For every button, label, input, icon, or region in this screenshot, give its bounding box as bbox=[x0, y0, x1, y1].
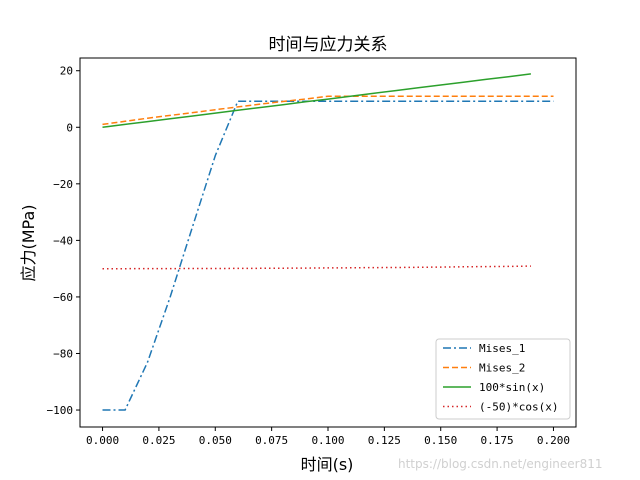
x-tick-label: 0.075 bbox=[255, 434, 288, 447]
x-tick-label: 0.150 bbox=[424, 434, 457, 447]
x-tick-label: 0.025 bbox=[142, 434, 175, 447]
y-tick-label: −100 bbox=[47, 404, 74, 417]
legend-label: 100*sin(x) bbox=[479, 381, 545, 394]
legend-label: Mises_1 bbox=[479, 342, 525, 355]
series-line-3 bbox=[102, 73, 531, 129]
legend-label: Mises_2 bbox=[479, 362, 525, 375]
x-tick-label: 0.050 bbox=[199, 434, 232, 447]
y-tick-label: 0 bbox=[66, 121, 73, 134]
y-axis-label: 应力(MPa) bbox=[19, 204, 38, 281]
chart-title: 时间与应力关系 bbox=[269, 35, 388, 55]
x-tick-label: 0.100 bbox=[311, 434, 344, 447]
series-line-2 bbox=[102, 95, 554, 126]
x-axis-label: 时间(s) bbox=[301, 455, 354, 474]
series-line-1 bbox=[102, 100, 554, 411]
y-tick-label: −40 bbox=[53, 234, 73, 247]
y-axis: 20 0 −20 −40 −60 −80 −100 bbox=[47, 65, 80, 417]
x-tick-label: 0.175 bbox=[481, 434, 514, 447]
y-tick-label: −80 bbox=[53, 347, 73, 360]
y-tick-label: −20 bbox=[53, 178, 73, 191]
x-tick-label: 0.200 bbox=[537, 434, 570, 447]
y-tick-label: 20 bbox=[60, 65, 73, 78]
series-layer bbox=[102, 73, 554, 411]
legend-box bbox=[435, 338, 571, 420]
legend: Mises_1 Mises_2 100*sin(x) (-50)*cos(x) bbox=[435, 338, 571, 420]
x-axis: 0.000 0.025 0.050 0.075 0.100 0.125 0.150 0.175… bbox=[86, 427, 570, 447]
x-tick-label: 0.125 bbox=[368, 434, 401, 447]
watermark: https://blog.csdn.net/engineer811 bbox=[398, 457, 603, 471]
y-tick-label: −60 bbox=[53, 291, 73, 304]
x-tick-label: 0.000 bbox=[86, 434, 119, 447]
legend-label: (-50)*cos(x) bbox=[479, 401, 558, 414]
